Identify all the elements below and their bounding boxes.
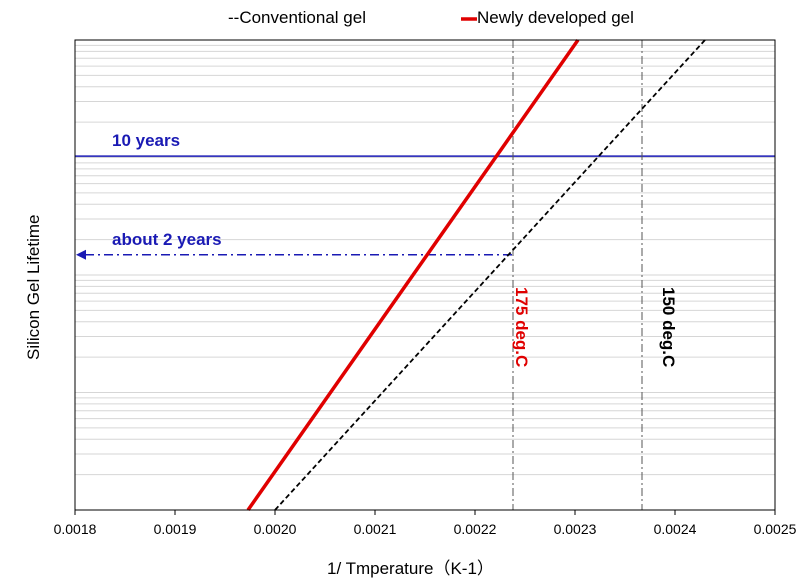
x-axis-title: 1/ Tmperature（K-1）: [327, 559, 494, 578]
grid-lines: [75, 44, 775, 476]
y-axis-title: Silicon Gel Lifetime: [24, 214, 43, 360]
series-line-conventional: [274, 39, 706, 511]
plot-frame: [74, 39, 776, 511]
ref-label-150-deg: 150 deg.C: [659, 287, 678, 368]
x-axis-ticks: 0.0018 0.0019 0.0020 0.0021 0.0022 0.0023 0.00…: [54, 510, 797, 537]
x-tick-label: 0.0023: [554, 521, 597, 537]
legend-entry-newly-developed: Newly developed gel: [477, 8, 634, 27]
x-tick-label: 0.0021: [354, 521, 397, 537]
reference-lines: [75, 40, 775, 510]
ref-label-10-years: 10 years: [112, 131, 181, 150]
series-line-newly-developed: [246, 38, 580, 512]
x-tick-label: 0.0024: [654, 521, 697, 537]
x-tick-label: 0.0022: [454, 521, 497, 537]
ref-label-about-2-years: about 2 years: [112, 230, 222, 249]
x-tick-label: 0.0019: [154, 521, 197, 537]
x-tick-label: 0.0018: [54, 521, 97, 537]
x-tick-label: 0.0020: [254, 521, 297, 537]
ref-label-175-deg: 175 deg.C: [512, 287, 531, 368]
series-group: [246, 38, 706, 512]
legend-entry-conventional: --Conventional gel: [228, 8, 366, 27]
ref-arrowhead-2-years: [76, 249, 86, 260]
x-tick-label: 0.0025: [754, 521, 797, 537]
